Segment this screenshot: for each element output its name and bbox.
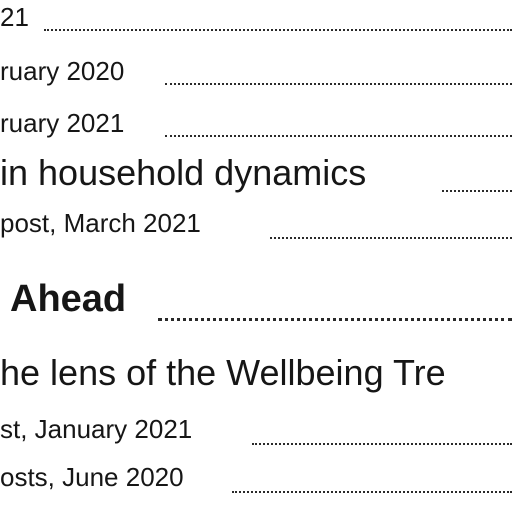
toc-entry-text: ruary 2020 <box>0 56 125 86</box>
toc-entry[interactable]: osts, June 2020 <box>0 462 512 498</box>
toc-entry-text: he lens of the Wellbeing Tre <box>0 352 446 393</box>
toc-entry[interactable]: he lens of the Wellbeing Tre <box>0 352 512 398</box>
toc-dot-leader <box>44 29 512 32</box>
toc-entry[interactable]: post, March 2021 <box>0 208 512 244</box>
toc-entry[interactable]: in household dynamics <box>0 152 512 198</box>
toc-entry[interactable]: 21 <box>0 2 512 36</box>
toc-dot-leader <box>442 189 512 192</box>
toc-dot-leader <box>165 83 512 86</box>
toc-entry-text: Ahead <box>10 278 127 320</box>
toc-entry-text: osts, June 2020 <box>0 462 184 492</box>
toc-section-heading[interactable]: Ahead <box>0 278 512 328</box>
toc-entry[interactable]: ruary 2021 <box>0 108 512 142</box>
toc-entry[interactable]: ruary 2020 <box>0 56 512 90</box>
toc-entry-text: st, January 2021 <box>0 414 193 444</box>
toc-dot-leader <box>252 443 512 446</box>
toc-dot-leader <box>158 318 512 322</box>
toc-dot-leader <box>165 135 512 138</box>
toc-entry-text: in household dynamics <box>0 152 367 193</box>
toc-entry[interactable]: st, January 2021 <box>0 414 512 450</box>
toc-dot-leader <box>232 491 512 494</box>
toc-entry-text: ruary 2021 <box>0 108 125 138</box>
toc-dot-leader <box>270 237 512 240</box>
toc-entry-text: 21 <box>0 2 29 32</box>
toc-entry-text: post, March 2021 <box>0 208 201 238</box>
